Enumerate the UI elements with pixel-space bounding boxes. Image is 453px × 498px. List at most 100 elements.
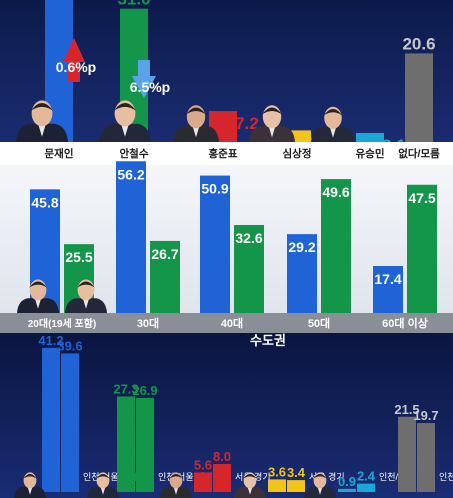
candidate-photo-3 bbox=[249, 105, 295, 142]
bar-1-1 bbox=[150, 240, 180, 313]
category-label-4: 유승민 bbox=[356, 147, 385, 160]
candidate-photo-3-shirt bbox=[268, 125, 276, 138]
group-label-5: 인천/서울 경기 bbox=[439, 471, 453, 482]
region-photo-3-shirt bbox=[247, 486, 253, 495]
candidate-photo-2-shirt bbox=[192, 125, 200, 138]
age-category-3: 50대 bbox=[308, 316, 330, 330]
value-label-4-0: 17.4 bbox=[374, 271, 401, 287]
chart-national: 36.331.07.22.72.120.6문재인안철수홍준표심상정유승민없다/모… bbox=[0, 0, 453, 165]
value-label-1-0: 27.3 bbox=[113, 381, 138, 396]
value-label-3-1: 49.6 bbox=[322, 184, 349, 200]
age-photo-ahn-shirt bbox=[82, 298, 90, 309]
age-category-1: 30대 bbox=[137, 316, 159, 330]
candidate-photo-2 bbox=[173, 105, 219, 142]
region-photo-2-hair bbox=[169, 474, 183, 479]
value-label-5: 20.6 bbox=[402, 34, 435, 53]
bar-2-0 bbox=[194, 472, 212, 492]
category-strip bbox=[0, 142, 453, 165]
value-label-4-1: 47.5 bbox=[408, 190, 435, 206]
age-category-0: 20대(19세 포함) bbox=[28, 317, 97, 330]
category-label-1: 안철수 bbox=[120, 147, 149, 160]
value-label-0-0: 45.8 bbox=[31, 194, 58, 210]
bar-3-1 bbox=[321, 179, 351, 313]
bar-2-1 bbox=[213, 464, 231, 492]
region-photo-1 bbox=[87, 472, 119, 498]
category-label-5: 없다/모름 bbox=[398, 147, 440, 160]
region-photo-3-hair bbox=[243, 474, 257, 479]
bar-5 bbox=[405, 53, 433, 142]
bar-3-0 bbox=[268, 479, 286, 492]
bar-4-1 bbox=[407, 184, 437, 313]
value-label-1-1: 26.9 bbox=[132, 383, 157, 398]
category-label-3: 심상정 bbox=[283, 147, 312, 160]
region-photo-3 bbox=[234, 472, 266, 498]
region-photo-4 bbox=[304, 472, 336, 498]
region-photo-4-shirt bbox=[317, 486, 323, 495]
value-label-4-1: 2.4 bbox=[357, 469, 376, 484]
category-label-2: 홍준표 bbox=[209, 147, 238, 160]
bar-4-1 bbox=[357, 483, 375, 492]
value-label-2-0: 5.6 bbox=[194, 457, 212, 472]
value-label-2-1: 32.6 bbox=[235, 230, 262, 246]
value-label-3-1: 3.4 bbox=[287, 465, 306, 480]
candidate-photo-1-shirt bbox=[121, 123, 129, 137]
candidate-photo-0 bbox=[16, 100, 68, 142]
value-label-0-1: 39.6 bbox=[57, 338, 82, 353]
category-label-0: 문재인 bbox=[45, 147, 74, 160]
age-photo-ahn bbox=[65, 279, 107, 313]
value-label-1-0: 56.2 bbox=[117, 166, 144, 182]
bar-5-0 bbox=[398, 416, 416, 492]
age-photo-moon bbox=[17, 279, 59, 313]
change-label-1: 6.5%p bbox=[130, 79, 170, 95]
age-photo-ahn-hair bbox=[77, 281, 95, 288]
bar-5-1 bbox=[417, 423, 435, 492]
value-label-2: 7.2 bbox=[235, 114, 259, 133]
age-category-2: 40대 bbox=[221, 316, 243, 330]
bar-4-0 bbox=[373, 266, 403, 313]
value-label-5-1: 19.7 bbox=[413, 408, 438, 423]
value-label-4-0: 0.9 bbox=[338, 474, 356, 489]
region-photo-2 bbox=[160, 472, 192, 498]
group-label-0: 인천/서울 경기 bbox=[83, 471, 138, 482]
bar-0-1 bbox=[61, 353, 79, 492]
region-photo-0-shirt bbox=[27, 486, 33, 495]
candidate-photo-2-hair bbox=[186, 107, 206, 115]
bar-4-0 bbox=[338, 488, 356, 492]
change-label-0: 0.6%p bbox=[56, 59, 96, 75]
bar-4 bbox=[356, 132, 384, 142]
bar-3-1 bbox=[287, 480, 305, 492]
region-photo-1-hair bbox=[96, 474, 110, 479]
value-label-3-0: 29.2 bbox=[288, 239, 315, 255]
group-label-1: 인천/서울 경기 bbox=[158, 471, 213, 482]
region-photo-4-hair bbox=[313, 474, 327, 479]
region-photo-0 bbox=[14, 472, 46, 498]
region-photo-0-hair bbox=[23, 474, 37, 479]
value-label-5-0: 21.5 bbox=[394, 402, 419, 417]
candidate-photo-4-hair bbox=[323, 109, 343, 116]
value-label-1-1: 26.7 bbox=[151, 246, 178, 262]
bar-3-0 bbox=[287, 234, 317, 313]
bar-0-0 bbox=[42, 347, 60, 492]
region-photo-1-shirt bbox=[100, 486, 106, 495]
candidate-photo-3-hair bbox=[262, 107, 282, 115]
value-label-2-0: 50.9 bbox=[201, 181, 228, 197]
bar-2-0 bbox=[200, 175, 230, 313]
value-label-0-1: 25.5 bbox=[65, 249, 92, 265]
change-arrow-down bbox=[132, 60, 156, 98]
age-category-4: 60대 이상 bbox=[382, 316, 428, 330]
value-label-2-1: 8.0 bbox=[213, 449, 231, 464]
change-arrow-up bbox=[63, 38, 85, 82]
bar-1-1 bbox=[136, 397, 154, 492]
age-photo-moon-shirt bbox=[34, 298, 42, 309]
value-label-3-0: 3.6 bbox=[268, 464, 286, 479]
value-label-1: 31.0 bbox=[117, 0, 150, 9]
age-category-strip bbox=[0, 313, 453, 333]
capital-title: 수도권 bbox=[250, 333, 286, 348]
candidate-photo-4 bbox=[311, 106, 355, 142]
age-photo-moon-hair bbox=[29, 281, 47, 288]
candidate-photo-4-shirt bbox=[329, 126, 337, 138]
candidate-photo-0-shirt bbox=[38, 123, 46, 137]
value-label-0-0: 41.2 bbox=[38, 333, 63, 348]
group-label-3: 서울 경기 bbox=[309, 471, 345, 482]
